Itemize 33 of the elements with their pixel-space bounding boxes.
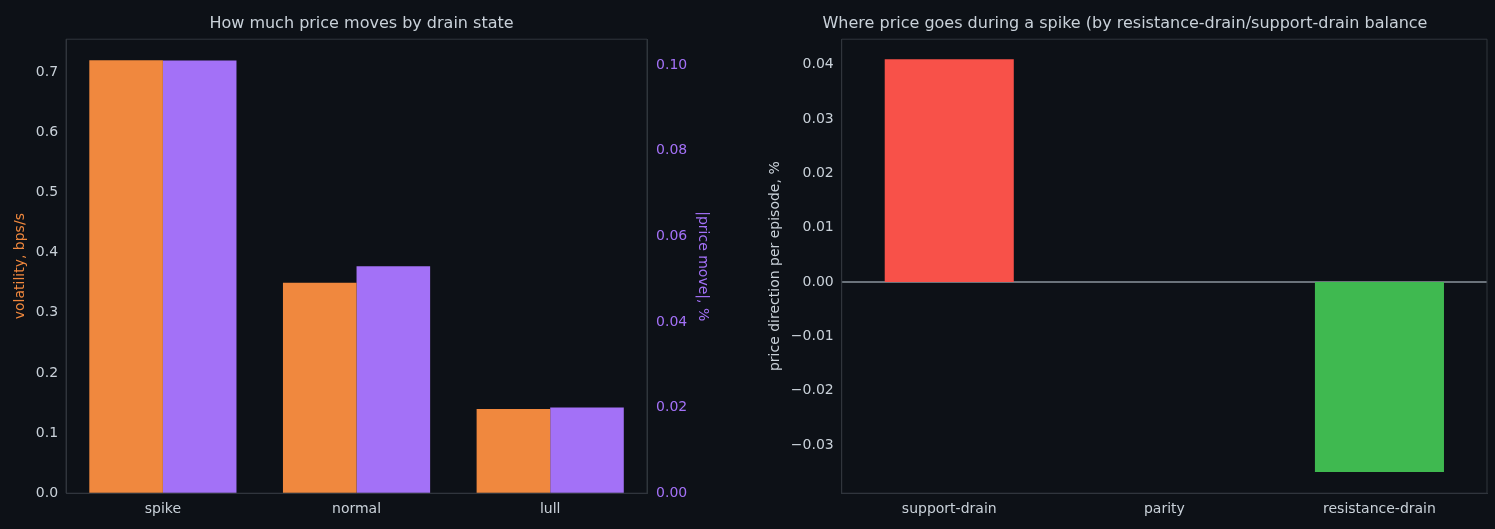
y2-tick-label: 0.10	[656, 55, 688, 72]
chart-title: Where price goes during a spike (by resistance-drain/support-drain balance	[822, 12, 1428, 32]
y2-tick-label: 0.08	[656, 141, 688, 158]
y-tick-label: 0.3	[35, 303, 59, 320]
y2-tick-label: 0.00	[656, 483, 688, 500]
y2-tick-label: 0.02	[656, 398, 688, 415]
y-axis-title: price direction per episode, %	[766, 161, 783, 372]
y-tick-label: −0.02	[790, 381, 834, 398]
chart-title: How much price moves by drain state	[209, 12, 514, 32]
x-tick-label: normal	[332, 500, 382, 517]
y-tick-label: 0.0	[35, 483, 59, 500]
y2-axis-title: |price move|, %	[694, 211, 712, 322]
y-tick-label: 0.04	[802, 55, 834, 72]
x-tick-label: resistance-drain	[1323, 500, 1436, 517]
y-tick-label: 0.1	[35, 423, 59, 440]
x-tick-label: parity	[1143, 500, 1185, 517]
y2-tick-label: 0.04	[656, 312, 688, 329]
y-tick-label: 0.01	[802, 218, 834, 235]
y-tick-label: 0.5	[35, 183, 59, 200]
x-tick-label: lull	[539, 500, 561, 517]
y-tick-label: 0.02	[802, 163, 834, 180]
y-tick-label: 0.7	[35, 62, 59, 79]
y-tick-label: 0.6	[35, 123, 59, 140]
y-tick-label: 0.2	[35, 363, 59, 380]
y-axis-title: volatility, bps/s	[11, 213, 28, 320]
y-tick-label: 0.03	[802, 109, 834, 126]
y-tick-label: 0.4	[35, 243, 59, 260]
y2-tick-label: 0.06	[656, 226, 688, 243]
y-tick-label: −0.01	[790, 326, 834, 343]
x-tick-label: spike	[144, 500, 182, 517]
y-tick-label: 0.00	[802, 272, 834, 289]
x-tick-label: support-drain	[901, 500, 997, 517]
y-tick-label: −0.03	[790, 435, 834, 452]
